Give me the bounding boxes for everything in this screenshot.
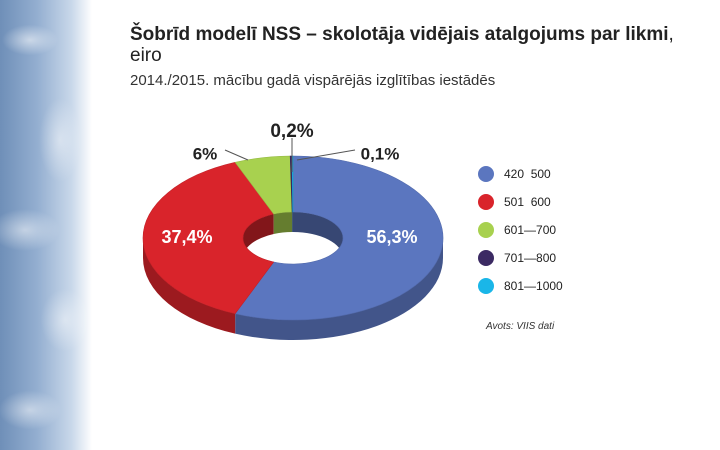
page-subtitle: 2014./2015. mācību gadā vispārējās izglī…: [130, 72, 496, 89]
slice-1: [142, 162, 275, 314]
data-label-2: 6%: [193, 144, 218, 163]
legend-swatch-1: [478, 194, 494, 210]
source-note: Avots: VIIS dati: [486, 321, 555, 332]
slice-0: [234, 155, 444, 321]
slice-side-0: [235, 238, 443, 340]
legend-item-2: 601—700: [478, 216, 563, 244]
legend-swatch-4: [478, 278, 494, 294]
leader-line-4: [296, 149, 356, 161]
legend-label-0: 420 500: [504, 167, 551, 181]
legend-item-0: 420 500: [478, 160, 563, 188]
legend-swatch-0: [478, 166, 494, 182]
slice-inner-0: [293, 212, 343, 258]
legend-label-4: 801—1000: [504, 279, 563, 293]
slice-inner-1-b: [243, 214, 274, 258]
page-title: Šobrīd modelī NSS – skolotāja vidējais a…: [130, 24, 690, 66]
data-label-3: 0,2%: [270, 121, 313, 142]
data-label-1: 37,4%: [161, 227, 212, 247]
legend-label-2: 601—700: [504, 223, 557, 237]
legend-item-1: 501 600: [478, 188, 563, 216]
legend-label-1: 501 600: [504, 195, 551, 209]
legend-item-3: 701—800: [478, 244, 563, 272]
data-label-4: 0,1%: [361, 144, 400, 163]
legend-label-3: 701—800: [504, 251, 557, 265]
title-suffix: , eiro: [130, 24, 674, 66]
side-texture: [0, 0, 92, 450]
legend-swatch-2: [478, 222, 494, 238]
legend-swatch-3: [478, 250, 494, 266]
slice-inner-2-b: [273, 212, 293, 235]
title-main: Šobrīd modelī NSS – skolotāja vidējais a…: [130, 24, 669, 45]
leader-line-2: [224, 149, 249, 161]
slice-side-1: [143, 238, 236, 334]
data-label-0: 56,3%: [366, 227, 417, 247]
legend: 420 500 501 600 601—700 701—800 801—1000: [478, 160, 563, 300]
legend-item-4: 801—1000: [478, 272, 563, 300]
slice-inner-3-b: [292, 212, 293, 233]
